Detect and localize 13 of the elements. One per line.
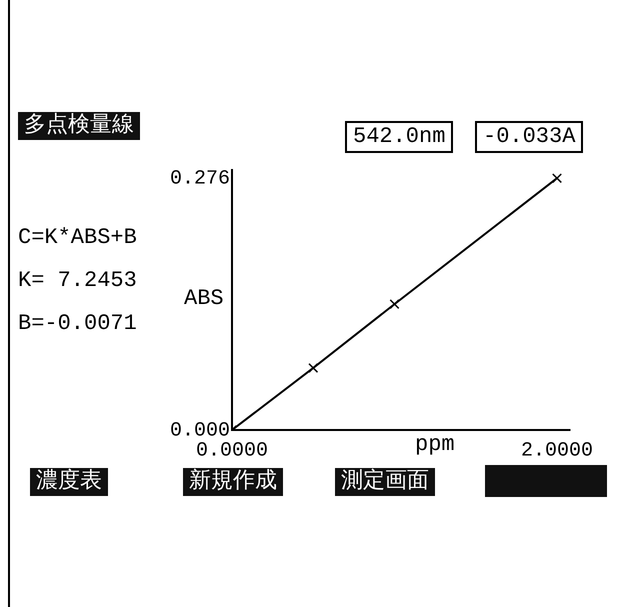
text: K= 7.2453 [18,268,137,293]
y-axis-title: ABS [184,286,224,311]
text: -0.033A [475,121,584,153]
text: 濃度表 [30,468,108,496]
x-axis-title: ppm [415,432,455,457]
chart-title: 多点検量線 [18,112,140,140]
y-tick-label: 0.276 [170,168,230,191]
text: 測定画面 [335,468,435,496]
text: 542.0nm [345,121,454,153]
x-tick-label: 2.0000 [520,439,594,462]
text: C=K*ABS+B [18,225,137,250]
text: 新規作成 [183,468,283,496]
text: B=-0.0071 [18,311,137,336]
